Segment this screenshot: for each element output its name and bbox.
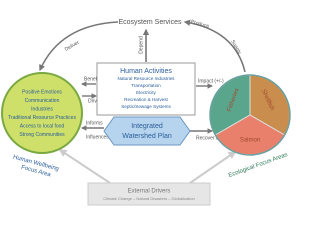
wellbeing-item: Industries [31, 106, 53, 112]
edge-label: Depend [138, 36, 144, 54]
wellbeing-item: Access to local food [20, 123, 65, 129]
edge-label: Produce [190, 19, 210, 30]
wellbeing-item: Communication [25, 98, 60, 104]
edge-label: Benefit [84, 76, 100, 82]
eco-label: Ecological Focus Areas [228, 152, 289, 179]
arrow [58, 149, 111, 184]
external-box [87, 182, 211, 206]
arrow [39, 21, 119, 72]
plan-label: Integrated [131, 123, 163, 130]
edge-label: Informs [86, 120, 103, 126]
activity-item: Recreation & Harvest [124, 97, 168, 102]
edge-label: Deliver [64, 40, 81, 53]
segment-label: Salmon [240, 138, 260, 144]
edge-label: Supply [229, 39, 242, 56]
box-title: Human Activities [120, 68, 172, 75]
eco-circle [209, 74, 291, 156]
wellbeing-list: Positive Emotions Communication Industries… [8, 89, 76, 138]
activity-list: Natural Resource Industries Transportatio… [118, 76, 176, 109]
edge-label: Drives [88, 98, 103, 104]
activity-item: Natural Resource Industries [118, 76, 176, 81]
arrow [183, 19, 246, 73]
edge-label: Influences [86, 134, 109, 140]
plan-hexagon [103, 116, 191, 146]
external-title: External Drivers [128, 189, 171, 195]
activity-item: Transportation [131, 83, 161, 88]
edge-label: Impact (+/-) [198, 78, 224, 84]
activity-item: Septic/Sewage Systems [121, 104, 171, 109]
activities-box [96, 62, 196, 116]
arrow [189, 151, 237, 184]
wellbeing-item: Positive Emotions [22, 89, 62, 95]
wellbeing-circle [1, 72, 83, 154]
diagram: Ecosystem Services Deliver Produce Suppl… [1, 19, 291, 206]
external-subtitle: Climate Change – Natural Disasters – Glo… [103, 196, 194, 201]
activity-item: Electricity [136, 90, 156, 95]
plan-label: Watershed Plan [122, 133, 172, 140]
node-label: Ecosystem Services [118, 19, 182, 26]
wellbeing-item: Strong Communities [19, 132, 65, 138]
wellbeing-item: Traditional Resource Practices [8, 115, 76, 121]
